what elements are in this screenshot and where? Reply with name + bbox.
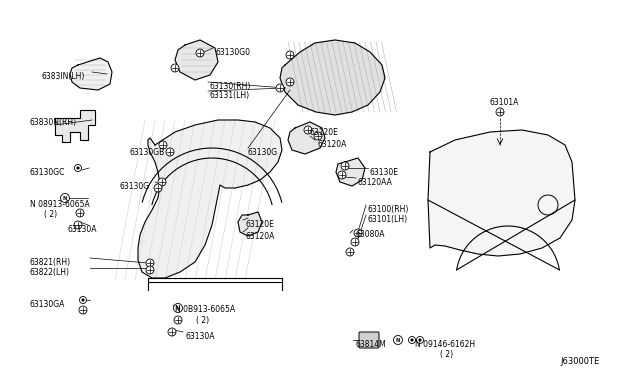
FancyBboxPatch shape <box>359 332 379 348</box>
Circle shape <box>341 162 349 170</box>
Circle shape <box>74 221 82 229</box>
Circle shape <box>171 64 179 72</box>
Polygon shape <box>55 110 95 142</box>
Text: 63131(LH): 63131(LH) <box>210 91 250 100</box>
Circle shape <box>166 148 174 156</box>
Text: 63120E: 63120E <box>310 128 339 137</box>
Circle shape <box>496 108 504 116</box>
Circle shape <box>79 296 86 304</box>
Text: 63130(RH): 63130(RH) <box>210 82 252 91</box>
Text: 63130G: 63130G <box>248 148 278 157</box>
Circle shape <box>408 337 415 343</box>
Circle shape <box>154 184 162 192</box>
Circle shape <box>196 49 204 57</box>
Circle shape <box>314 132 322 140</box>
Text: 63130G: 63130G <box>120 182 150 191</box>
Circle shape <box>346 248 354 256</box>
Polygon shape <box>238 212 262 236</box>
Circle shape <box>411 339 413 341</box>
Text: 63120AA: 63120AA <box>358 178 393 187</box>
Circle shape <box>174 316 182 324</box>
Circle shape <box>168 328 176 336</box>
Circle shape <box>338 171 346 179</box>
Polygon shape <box>138 120 282 278</box>
Text: 63130E: 63130E <box>370 168 399 177</box>
Polygon shape <box>175 40 218 80</box>
Text: ( 2): ( 2) <box>440 350 453 359</box>
Text: N 0B913-6065A: N 0B913-6065A <box>175 305 235 314</box>
Circle shape <box>354 229 362 237</box>
Circle shape <box>417 337 424 343</box>
Text: 63814M: 63814M <box>355 340 386 349</box>
Text: 63101(LH): 63101(LH) <box>368 215 408 224</box>
Polygon shape <box>288 122 325 154</box>
Text: 63130A: 63130A <box>185 332 214 341</box>
Circle shape <box>351 238 359 246</box>
Text: 63830N(RH): 63830N(RH) <box>30 118 77 127</box>
Circle shape <box>173 304 182 312</box>
Circle shape <box>159 141 167 149</box>
Circle shape <box>79 306 87 314</box>
Text: N: N <box>176 305 180 311</box>
Circle shape <box>419 339 421 341</box>
Circle shape <box>77 167 79 169</box>
Circle shape <box>276 84 284 92</box>
Circle shape <box>286 78 294 86</box>
Text: 63130A: 63130A <box>68 225 97 234</box>
Text: N 08913-6065A: N 08913-6065A <box>30 200 90 209</box>
Polygon shape <box>70 58 112 90</box>
Circle shape <box>304 126 312 134</box>
Text: 63130GC: 63130GC <box>30 168 65 177</box>
Circle shape <box>158 178 166 186</box>
Circle shape <box>146 266 154 274</box>
Text: 63100(RH): 63100(RH) <box>368 205 410 214</box>
Text: N: N <box>63 196 67 201</box>
Text: 63120A: 63120A <box>245 232 275 241</box>
Text: N 09146-6162H: N 09146-6162H <box>415 340 475 349</box>
Text: 63120A: 63120A <box>317 140 346 149</box>
Circle shape <box>82 299 84 301</box>
Text: 6383IN(LH): 6383IN(LH) <box>42 72 85 81</box>
Text: ( 2): ( 2) <box>196 316 209 325</box>
Text: 63130GA: 63130GA <box>30 300 65 309</box>
Text: 63130GB: 63130GB <box>130 148 165 157</box>
Text: 63120E: 63120E <box>245 220 274 229</box>
Text: 63821(RH): 63821(RH) <box>30 258 71 267</box>
Text: 63080A: 63080A <box>355 230 385 239</box>
Text: 63822(LH): 63822(LH) <box>30 268 70 277</box>
Circle shape <box>61 193 70 202</box>
Polygon shape <box>280 40 385 115</box>
Text: N: N <box>396 337 400 343</box>
Text: 63130G0: 63130G0 <box>215 48 250 57</box>
Polygon shape <box>336 158 365 186</box>
Text: ( 2): ( 2) <box>44 210 57 219</box>
Circle shape <box>146 259 154 267</box>
Circle shape <box>74 164 81 171</box>
Circle shape <box>286 51 294 59</box>
Text: J63000TE: J63000TE <box>560 357 599 366</box>
Polygon shape <box>428 130 575 256</box>
Circle shape <box>76 209 84 217</box>
Circle shape <box>394 336 403 344</box>
Text: 63101A: 63101A <box>490 98 520 107</box>
